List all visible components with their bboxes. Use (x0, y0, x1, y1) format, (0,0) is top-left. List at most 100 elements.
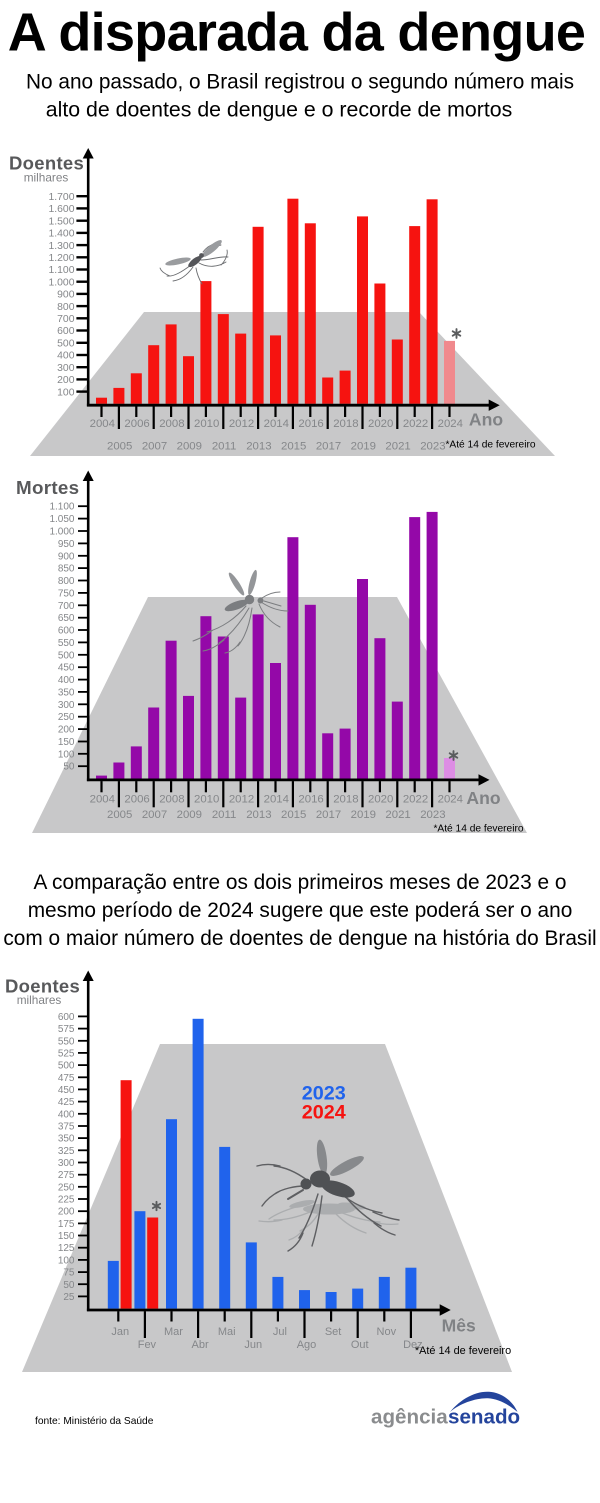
svg-text:2014: 2014 (264, 793, 289, 805)
svg-text:*Até 14 de fevereiro: *Até 14 de fevereiro (433, 824, 523, 835)
svg-text:2020: 2020 (368, 793, 393, 805)
svg-text:450: 450 (58, 1085, 75, 1096)
svg-text:2011: 2011 (212, 809, 237, 821)
svg-text:50: 50 (63, 1280, 75, 1291)
svg-text:Fev: Fev (138, 1339, 157, 1351)
svg-text:400: 400 (58, 675, 75, 686)
svg-text:Mortes: Mortes (16, 477, 79, 498)
svg-text:150: 150 (58, 1231, 75, 1242)
svg-text:1.000: 1.000 (49, 527, 74, 538)
svg-text:2024: 2024 (302, 1101, 346, 1123)
svg-text:2023: 2023 (420, 440, 445, 452)
svg-text:1.100: 1.100 (49, 502, 74, 513)
svg-text:1.300: 1.300 (48, 241, 74, 252)
svg-text:225: 225 (58, 1195, 75, 1206)
svg-text:2017: 2017 (316, 440, 341, 452)
svg-text:800: 800 (58, 576, 75, 587)
svg-text:125: 125 (58, 1243, 75, 1254)
svg-text:2016: 2016 (298, 793, 323, 805)
svg-text:700: 700 (57, 314, 75, 325)
svg-text:2022: 2022 (403, 418, 428, 430)
svg-text:500: 500 (57, 338, 75, 349)
svg-text:2007: 2007 (142, 440, 167, 452)
svg-text:500: 500 (58, 1061, 75, 1072)
svg-text:Jul: Jul (273, 1326, 287, 1338)
svg-text:350: 350 (58, 1134, 75, 1145)
svg-text:2011: 2011 (212, 440, 237, 452)
svg-text:425: 425 (58, 1097, 75, 1108)
svg-text:450: 450 (58, 663, 75, 674)
svg-text:Nov: Nov (377, 1326, 397, 1338)
svg-text:2010: 2010 (194, 793, 219, 805)
svg-text:900: 900 (57, 290, 75, 301)
svg-text:2024: 2024 (438, 793, 463, 805)
svg-text:A disparada da dengue: A disparada da dengue (8, 3, 585, 63)
svg-text:Doentes: Doentes (9, 153, 84, 174)
svg-text:milhares: milhares (24, 171, 69, 185)
svg-text:Set: Set (325, 1326, 342, 1338)
svg-text:300: 300 (58, 700, 75, 711)
svg-text:250: 250 (58, 712, 75, 723)
svg-text:Out: Out (351, 1339, 369, 1351)
svg-text:375: 375 (58, 1121, 75, 1132)
svg-text:400: 400 (57, 351, 75, 362)
svg-text:2017: 2017 (316, 809, 341, 821)
svg-text:2013: 2013 (246, 809, 271, 821)
svg-text:2012: 2012 (229, 793, 254, 805)
svg-text:Dez: Dez (403, 1339, 423, 1351)
svg-text:575: 575 (58, 1024, 75, 1035)
svg-text:650: 650 (58, 613, 75, 624)
svg-text:Doentes: Doentes (5, 976, 80, 997)
svg-text:2009: 2009 (177, 440, 202, 452)
svg-text:No ano passado, o Brasil regis: No ano passado, o Brasil registrou o seg… (26, 71, 574, 94)
svg-text:2023: 2023 (420, 809, 445, 821)
svg-text:900: 900 (58, 551, 75, 562)
svg-text:2013: 2013 (246, 440, 271, 452)
svg-text:milhares: milhares (17, 993, 62, 1007)
svg-text:2023: 2023 (302, 1082, 346, 1104)
svg-text:550: 550 (58, 1036, 75, 1047)
svg-text:*Até 14 de fevereiro: *Até 14 de fevereiro (445, 440, 535, 451)
svg-text:A comparação entre os dois pri: A comparação entre os dois primeiros mes… (34, 871, 567, 894)
svg-text:250: 250 (58, 1182, 75, 1193)
svg-text:2016: 2016 (298, 418, 323, 430)
svg-text:175: 175 (58, 1219, 75, 1230)
svg-text:2014: 2014 (264, 418, 289, 430)
svg-text:Jun: Jun (244, 1339, 262, 1351)
svg-text:2010: 2010 (194, 418, 219, 430)
svg-text:600: 600 (58, 626, 75, 637)
svg-text:2015: 2015 (281, 809, 306, 821)
svg-text:com o maior número de doentes: com o maior número de doentes de dengue … (3, 927, 596, 950)
svg-text:850: 850 (58, 564, 75, 575)
svg-text:Ano: Ano (466, 788, 500, 808)
svg-text:2019: 2019 (351, 440, 376, 452)
svg-text:950: 950 (58, 539, 75, 550)
svg-text:300: 300 (57, 363, 75, 374)
svg-text:Mar: Mar (164, 1326, 183, 1338)
svg-text:1.400: 1.400 (48, 229, 74, 240)
svg-text:200: 200 (58, 1207, 75, 1218)
svg-text:2008: 2008 (159, 418, 184, 430)
svg-text:2015: 2015 (281, 440, 306, 452)
svg-text:Mês: Mês (442, 1316, 476, 1336)
svg-text:senado: senado (448, 1406, 520, 1429)
svg-text:1.500: 1.500 (48, 216, 74, 227)
svg-text:525: 525 (58, 1048, 75, 1059)
svg-text:fonte: Ministério da Saúde: fonte: Ministério da Saúde (35, 1416, 154, 1427)
svg-text:325: 325 (58, 1146, 75, 1157)
svg-text:200: 200 (57, 375, 75, 386)
svg-text:400: 400 (58, 1109, 75, 1120)
svg-text:2021: 2021 (385, 809, 410, 821)
svg-text:550: 550 (58, 638, 75, 649)
svg-text:Ago: Ago (297, 1339, 317, 1351)
svg-text:2004: 2004 (90, 793, 115, 805)
svg-text:Mai: Mai (218, 1326, 236, 1338)
svg-text:1.600: 1.600 (48, 204, 74, 215)
svg-text:1.200: 1.200 (48, 253, 74, 264)
svg-text:75: 75 (63, 1268, 75, 1279)
svg-text:600: 600 (57, 326, 75, 337)
svg-text:1.700: 1.700 (48, 192, 74, 203)
svg-text:2005: 2005 (107, 809, 132, 821)
svg-text:*Até 14 de fevereiro: *Até 14 de fevereiro (415, 1345, 511, 1357)
svg-text:1.100: 1.100 (48, 265, 74, 276)
